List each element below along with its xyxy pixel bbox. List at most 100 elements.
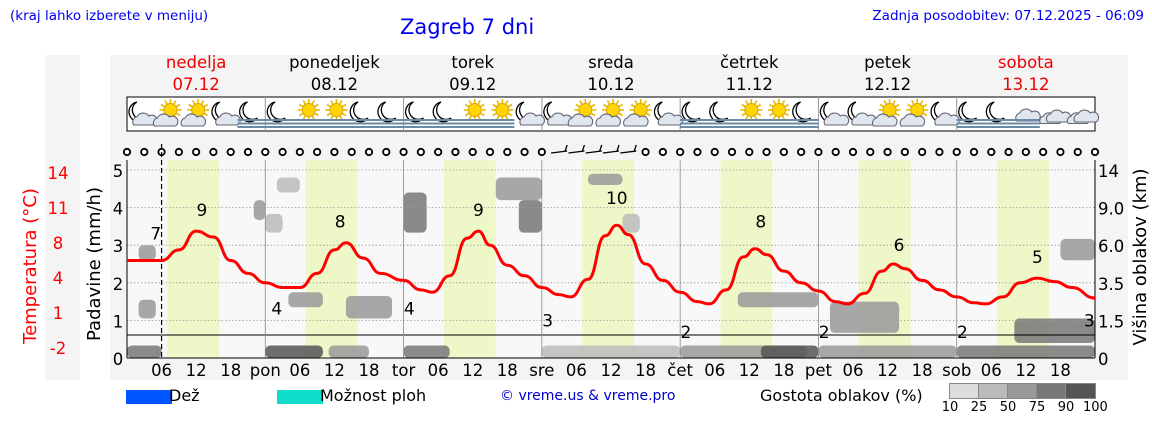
- region-menu-note: (kraj lahko izberete v meniju): [10, 8, 209, 24]
- legend-storm-label: Možnost ploh: [320, 386, 427, 405]
- cloud-shape: [519, 112, 545, 126]
- sun-ray: [895, 103, 900, 108]
- sun-ray: [464, 112, 470, 117]
- wind-calm-marker: [814, 147, 823, 157]
- moon-fog-icon: [984, 101, 1013, 128]
- day-date: 09.12: [449, 75, 496, 94]
- sun-ray: [173, 100, 177, 105]
- cloud-density-swatch: [1065, 383, 1096, 399]
- moon-shape: [681, 101, 701, 123]
- wind-barb-shaft: [585, 150, 602, 154]
- sun-disc: [495, 103, 510, 117]
- wind-calm-marker: [797, 147, 806, 157]
- sun-ray: [508, 103, 513, 108]
- temperature-label: 4: [404, 300, 415, 320]
- wind-calm-marker: [140, 147, 149, 157]
- wind-calm-marker: [347, 147, 356, 157]
- precipitation-tick: 0: [113, 350, 124, 369]
- wind-calm-marker: [122, 147, 132, 157]
- sun-ray: [643, 100, 647, 105]
- sun-ray: [606, 100, 611, 105]
- sun-ray: [339, 115, 343, 120]
- wind-calm-marker: [537, 147, 546, 157]
- moon-shape: [985, 101, 1005, 123]
- sun-cloud-icon: [595, 99, 624, 127]
- forecast-chart: 1411841-2543210149.06.03.51.50Temperatur…: [20, 53, 1151, 380]
- sun-ray: [191, 100, 196, 105]
- cloud-density-level: 75: [1028, 400, 1046, 415]
- day-name: četrtek: [720, 53, 779, 72]
- cloud-shape: [1015, 108, 1041, 122]
- sun-ray: [302, 100, 306, 105]
- cloud-icon: [1066, 109, 1100, 125]
- sun-ray: [922, 112, 928, 117]
- cloud-height-tick: 6.0: [1098, 237, 1124, 256]
- sun-ray: [464, 103, 470, 108]
- temperature-label: 2: [819, 323, 830, 343]
- credit-link[interactable]: © vreme.us & vreme.pro: [500, 388, 676, 404]
- wind-calm-marker: [779, 147, 788, 157]
- sun-ray: [745, 115, 749, 120]
- moon-cloud-icon: [128, 101, 158, 126]
- temperature-line: [126, 223, 1096, 306]
- page-title: Zagreb 7 dni: [400, 15, 535, 39]
- sun-ray: [769, 103, 774, 108]
- sun-disc: [329, 103, 344, 117]
- legend-storm-swatch: [277, 390, 323, 404]
- sun-ray: [630, 103, 635, 108]
- wind-calm-marker: [243, 147, 253, 157]
- wind-calm-marker: [1056, 147, 1065, 157]
- x-tick: 12: [601, 361, 622, 380]
- sun-cloud-icon: [180, 99, 210, 127]
- sun-ray: [741, 112, 746, 117]
- moon-shape: [239, 101, 258, 123]
- daylight-band: [582, 160, 635, 358]
- x-tick: 18: [359, 361, 380, 380]
- sun-ray: [160, 103, 165, 108]
- sun-ray: [492, 103, 497, 108]
- cloud-density-level: 50: [999, 400, 1017, 415]
- day-date: 07.12: [173, 75, 220, 94]
- wind-barb-tick: [581, 144, 586, 152]
- x-tick: 06: [151, 361, 172, 380]
- cloud-blob: [495, 177, 542, 201]
- wind-calm-marker: [727, 147, 737, 157]
- sun-ray: [646, 112, 651, 117]
- cloud-height-axis-title: Višina oblakov (km): [1130, 168, 1151, 345]
- last-updated: Zadnja posodobitev: 07.12.2025 - 06:09: [872, 8, 1144, 24]
- cloud-blob: [138, 245, 156, 261]
- wind-calm-marker: [1090, 147, 1100, 157]
- x-tick: 06: [843, 361, 864, 380]
- wind-barb-shaft: [602, 150, 620, 154]
- wind-calm-marker: [503, 147, 512, 157]
- moon-fog-icon: [679, 101, 708, 128]
- x-tick: 06: [428, 361, 449, 380]
- temperature-tick: -2: [50, 339, 66, 358]
- day-name: sreda: [588, 53, 634, 72]
- moon-fog-icon: [431, 101, 460, 128]
- sun-ray: [756, 103, 762, 108]
- sun-ray: [920, 100, 924, 105]
- wind-calm-marker: [918, 147, 927, 157]
- sun-ray: [907, 103, 912, 108]
- left-panel: [45, 55, 80, 380]
- sun-cloud-icon: [567, 99, 597, 127]
- wind-calm-marker: [710, 147, 719, 157]
- cloud-height-tick: 9.0: [1098, 200, 1124, 219]
- precipitation-tick: 5: [113, 162, 124, 181]
- wind-calm-marker: [399, 147, 408, 157]
- daylight-band: [167, 160, 220, 358]
- wind-calm-marker: [900, 147, 909, 157]
- temperature-label: 8: [755, 213, 766, 233]
- cloud-blob: [127, 345, 162, 358]
- wind-calm-marker: [278, 147, 287, 157]
- temperature-label: 6: [894, 236, 905, 256]
- cloud-blob: [276, 177, 300, 193]
- moon-shape: [404, 101, 424, 123]
- x-tick: sob: [942, 361, 971, 380]
- moon-fog-icon: [956, 101, 985, 128]
- cloud-blob: [737, 292, 819, 308]
- x-tick: 18: [635, 361, 656, 380]
- moon-shape: [709, 101, 729, 123]
- sun-ray: [634, 100, 638, 105]
